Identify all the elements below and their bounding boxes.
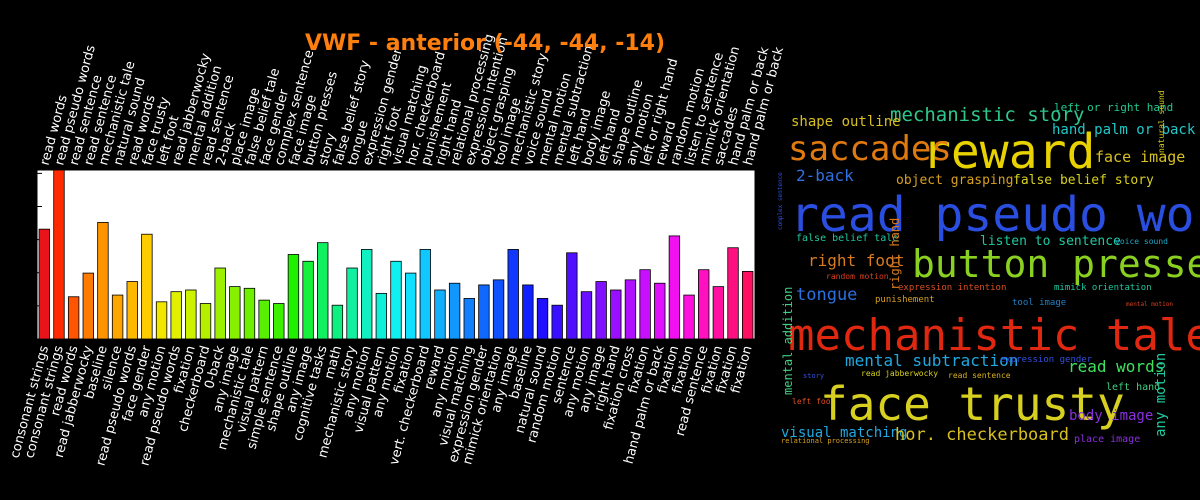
chart-title: VWF - anterior (-44, -44, -14) bbox=[305, 31, 665, 56]
word-cloud-term: place image bbox=[1074, 434, 1140, 445]
word-cloud-term: visual matching bbox=[781, 425, 907, 441]
word-cloud-term: 2-back bbox=[796, 166, 854, 185]
word-cloud-term: false belief tale bbox=[796, 233, 898, 244]
bar bbox=[448, 282, 461, 340]
bar bbox=[155, 301, 168, 340]
word-cloud-term: button presses bbox=[912, 242, 1200, 286]
word-cloud-term: any motion bbox=[1153, 353, 1169, 437]
bar bbox=[317, 242, 329, 340]
bar bbox=[287, 254, 300, 340]
word-cloud-term: object grasping bbox=[896, 173, 1013, 188]
word-cloud-term: tongue bbox=[796, 285, 857, 305]
bar bbox=[551, 304, 563, 340]
bar bbox=[390, 260, 402, 340]
bar bbox=[361, 249, 373, 340]
bar bbox=[683, 294, 695, 340]
word-cloud-term: read sentence bbox=[948, 371, 1011, 380]
word-cloud-term: right hand bbox=[888, 218, 902, 290]
word-cloud-term: left hand bbox=[1106, 382, 1160, 393]
bar bbox=[742, 270, 754, 340]
bar bbox=[668, 235, 681, 340]
bar bbox=[595, 281, 607, 340]
word-cloud-term: hand palm or back bbox=[1052, 122, 1196, 138]
bar bbox=[580, 291, 593, 340]
bar bbox=[463, 298, 475, 340]
word-cloud-term: tool image bbox=[1012, 298, 1066, 308]
bar bbox=[273, 303, 285, 340]
bar bbox=[214, 267, 226, 340]
bar bbox=[610, 289, 622, 340]
bar bbox=[126, 281, 138, 340]
word-cloud-term: left or right hand bbox=[1054, 101, 1173, 114]
bar bbox=[698, 269, 710, 340]
word-cloud-term: read words bbox=[1068, 357, 1164, 376]
word-cloud-term: mental subtraction bbox=[845, 351, 1018, 370]
bar bbox=[258, 299, 270, 340]
bar bbox=[712, 286, 725, 340]
bar bbox=[375, 292, 388, 340]
word-cloud-term: mimick orientation bbox=[1054, 283, 1152, 293]
bar bbox=[97, 221, 109, 340]
bar bbox=[478, 284, 490, 340]
word-cloud-term: hor. checkerboard bbox=[895, 425, 1069, 445]
bar bbox=[624, 279, 637, 340]
bar bbox=[507, 249, 519, 340]
bar bbox=[331, 304, 344, 340]
word-cloud-term: story bbox=[803, 372, 824, 380]
word-cloud-term: mechanistic tale bbox=[788, 310, 1200, 361]
word-cloud-term: face image bbox=[1095, 148, 1185, 166]
bar bbox=[522, 284, 534, 340]
bar bbox=[302, 260, 314, 340]
word-cloud-term: shape outline bbox=[791, 114, 901, 130]
bar bbox=[141, 233, 153, 340]
bar bbox=[639, 269, 651, 340]
bar bbox=[170, 291, 182, 340]
bar bbox=[67, 296, 80, 340]
word-cloud-term: listen to sentence bbox=[980, 234, 1121, 249]
word-cloud-term: false belief story bbox=[1013, 173, 1154, 188]
word-cloud-term: mechanistic story bbox=[890, 104, 1084, 126]
word-cloud-term: read jabberwocky bbox=[861, 369, 938, 378]
bar bbox=[346, 267, 358, 340]
word-cloud-term: saccades bbox=[788, 129, 952, 169]
bar bbox=[404, 272, 417, 340]
bar bbox=[38, 228, 50, 340]
word-cloud-term: reward bbox=[922, 124, 1095, 180]
word-cloud-term: expression intention bbox=[898, 283, 1006, 293]
bar bbox=[492, 279, 505, 340]
word-cloud-term: random motion bbox=[826, 272, 889, 281]
word-cloud-term: left foot bbox=[792, 397, 836, 406]
word-cloud-term: relational processing bbox=[781, 437, 870, 445]
bar bbox=[434, 289, 446, 340]
bar bbox=[419, 249, 431, 340]
bar bbox=[566, 252, 578, 340]
word-cloud-term: mental addition bbox=[781, 287, 795, 395]
bar bbox=[111, 294, 124, 340]
bar bbox=[229, 286, 241, 340]
bar bbox=[727, 247, 739, 340]
word-cloud-term: read pseudo words bbox=[790, 187, 1200, 243]
bar bbox=[53, 169, 65, 340]
word-cloud-term: expression gender bbox=[1000, 355, 1093, 365]
word-cloud-term: natural sound bbox=[1157, 90, 1166, 153]
word-cloud-term: face trusty bbox=[820, 377, 1125, 431]
word-cloud-term: right foot bbox=[808, 251, 904, 270]
word-cloud-term: punishement bbox=[875, 295, 935, 305]
bar bbox=[82, 272, 94, 340]
word-cloud-term: voice sound bbox=[1115, 237, 1168, 246]
bar bbox=[654, 282, 666, 340]
bar bbox=[243, 287, 256, 340]
bar bbox=[185, 289, 197, 340]
bar bbox=[199, 303, 212, 340]
bar bbox=[536, 298, 549, 340]
word-cloud-term: complex sentence bbox=[777, 172, 784, 230]
word-cloud-term: mental motion bbox=[1126, 301, 1173, 308]
word-cloud-term: body image bbox=[1069, 408, 1153, 424]
